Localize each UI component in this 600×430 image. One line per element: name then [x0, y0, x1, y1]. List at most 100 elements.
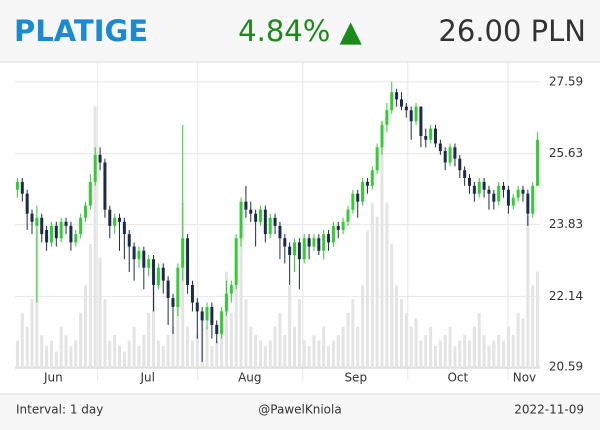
candle-body — [477, 181, 481, 194]
volume-bar — [419, 340, 423, 368]
candle-body — [200, 311, 204, 321]
volume-bar — [171, 326, 175, 368]
volume-bar — [463, 334, 467, 368]
candle-body — [399, 99, 403, 107]
candle-body — [258, 209, 262, 222]
interval: Interval: 1 day — [16, 403, 103, 417]
candle-body — [502, 185, 506, 190]
candle-body — [531, 185, 535, 214]
candle-body — [74, 234, 78, 243]
volume-bar — [118, 345, 122, 368]
volume-bar — [336, 334, 340, 368]
candle-body — [137, 250, 141, 260]
candle-body — [375, 147, 379, 171]
candle-body — [171, 298, 175, 307]
volume-bar — [395, 285, 399, 368]
price: 26.00 PLN — [438, 14, 586, 48]
x-tick-label: Sep — [344, 371, 367, 385]
candle-body — [15, 181, 19, 190]
candle-body — [302, 238, 306, 260]
volume-bar — [88, 244, 92, 368]
candle-body — [132, 246, 136, 260]
candle-body — [356, 193, 360, 202]
volume-bar — [176, 299, 180, 368]
volume-bar — [137, 345, 141, 368]
volume-bar — [526, 216, 530, 368]
volume-bar — [268, 340, 272, 368]
y-tick-label: 27.59 — [549, 74, 583, 88]
candle-body — [536, 139, 540, 186]
volume-bar — [127, 340, 131, 368]
candle-body — [215, 324, 219, 335]
volume-bar — [244, 299, 248, 368]
candle-body — [254, 213, 258, 222]
volume-bar — [195, 334, 199, 368]
volume-bar — [288, 285, 292, 368]
volume-bar — [351, 299, 355, 368]
volume-bar — [356, 326, 360, 368]
volume-bar — [205, 326, 209, 368]
candle-body — [487, 189, 491, 194]
volume-bar — [453, 345, 457, 368]
volume-bar — [190, 340, 194, 368]
volume-bar — [283, 334, 287, 368]
candle-body — [229, 284, 233, 294]
volume-bar — [409, 326, 413, 368]
candle-body — [433, 128, 437, 144]
volume-bar — [186, 326, 190, 368]
volume-bar — [54, 351, 58, 368]
volume-bar — [297, 299, 301, 368]
volume-bar — [472, 326, 476, 368]
candle-body — [297, 242, 301, 260]
candle-body — [336, 225, 340, 230]
volume-bar — [25, 326, 29, 368]
volume-bar — [263, 345, 267, 368]
volume-bar — [113, 334, 117, 368]
volume-bar — [258, 340, 262, 368]
volume-bar — [516, 312, 520, 368]
volume-bar — [448, 326, 452, 368]
author: @PawelKniola — [258, 403, 341, 417]
candle-body — [122, 221, 126, 235]
volume-bar — [365, 230, 369, 368]
volume-bar — [327, 345, 331, 368]
ticker: PLATIGE — [14, 14, 148, 48]
volume-bar — [511, 334, 515, 368]
volume-bar — [239, 230, 243, 368]
volume-bar — [433, 345, 437, 368]
volume-bar — [390, 244, 394, 368]
candle-body — [497, 185, 501, 202]
volume-bar — [40, 334, 44, 368]
volume-bar — [429, 326, 433, 368]
volume-bar — [399, 299, 403, 368]
candle-body — [190, 284, 194, 303]
volume-bar — [108, 340, 112, 368]
candle-body — [438, 143, 442, 152]
candle-body — [331, 225, 335, 243]
candle-body — [511, 197, 515, 206]
candle-body — [59, 221, 63, 239]
volume-bar — [492, 340, 496, 368]
candle-body — [64, 221, 68, 226]
volume-bar — [438, 340, 442, 368]
volume-bar — [15, 340, 19, 368]
candle-body — [307, 238, 311, 247]
volume-bar — [482, 334, 486, 368]
volume-bar — [531, 285, 535, 368]
candle-body — [506, 189, 510, 206]
candle-body — [30, 213, 34, 222]
x-tick-label: Jul — [139, 371, 154, 385]
candle-body — [453, 147, 457, 159]
volume-bar — [341, 326, 345, 368]
volume-bar — [331, 340, 335, 368]
candle-body — [83, 205, 87, 218]
candle-body — [463, 170, 467, 178]
volume-bar — [254, 334, 258, 368]
volume-bar — [20, 312, 24, 368]
candle-body — [93, 154, 97, 182]
candle-body — [404, 106, 408, 111]
volume-bar — [234, 257, 238, 368]
volume-bar — [468, 340, 472, 368]
candle-body — [468, 177, 472, 186]
